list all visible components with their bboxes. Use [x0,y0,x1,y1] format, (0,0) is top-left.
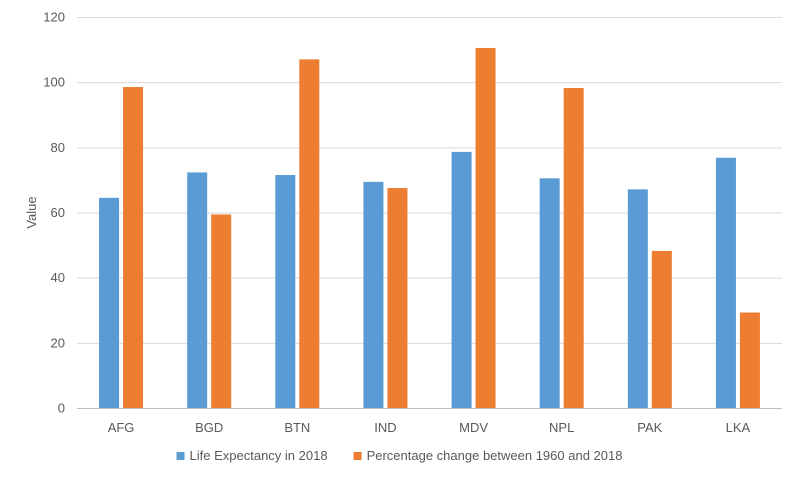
x-tick-label: IND [374,420,396,435]
bar-ind-series-1 [363,181,384,408]
x-tick-label: PAK [637,420,662,435]
legend-label: Life Expectancy in 2018 [190,448,328,463]
x-tick-label: BGD [195,420,223,435]
legend-item: Life Expectancy in 2018 [176,448,328,463]
bars [99,47,760,409]
y-tick-label: 120 [43,10,65,25]
bar-mdv-series-1 [451,151,472,408]
x-tick-label: BTN [284,420,310,435]
bar-afg-series-1 [99,197,120,408]
bar-bgd-series-1 [187,172,208,408]
y-axis-ticks: 0 20 40 60 80 100 120 [43,10,65,416]
y-tick-label: 100 [43,75,65,90]
y-tick-label: 40 [51,270,65,285]
bar-lka-series-1 [715,157,736,408]
bar-npl-series-1 [539,178,560,408]
y-axis-title: Value [24,196,39,228]
legend-swatch [176,452,185,460]
bar-pak-series-2 [651,250,672,408]
x-tick-label: LKA [726,420,751,435]
bar-lka-series-2 [739,312,760,408]
x-axis-ticks: AFG BGD BTN IND MDV NPL PAK LKA [108,420,751,435]
y-tick-label: 60 [51,205,65,220]
legend: Life Expectancy in 2018 Percentage change… [176,448,623,463]
legend-item: Percentage change between 1960 and 2018 [353,448,623,463]
legend-swatch [353,452,362,460]
y-tick-label: 80 [51,140,65,155]
bar-btn-series-2 [299,59,320,408]
x-tick-label: AFG [108,420,135,435]
x-tick-label: MDV [459,420,488,435]
bar-pak-series-1 [627,189,648,408]
bar-btn-series-1 [275,175,296,408]
bar-npl-series-2 [563,88,584,408]
legend-label: Percentage change between 1960 and 2018 [367,448,623,463]
bar-mdv-series-2 [475,47,496,409]
bar-afg-series-2 [123,87,144,408]
bar-bgd-series-2 [211,214,232,408]
y-tick-label: 20 [51,335,65,350]
y-tick-label: 0 [58,401,65,416]
gridlines [77,17,782,409]
x-tick-label: NPL [549,420,574,435]
bar-ind-series-2 [387,188,408,408]
